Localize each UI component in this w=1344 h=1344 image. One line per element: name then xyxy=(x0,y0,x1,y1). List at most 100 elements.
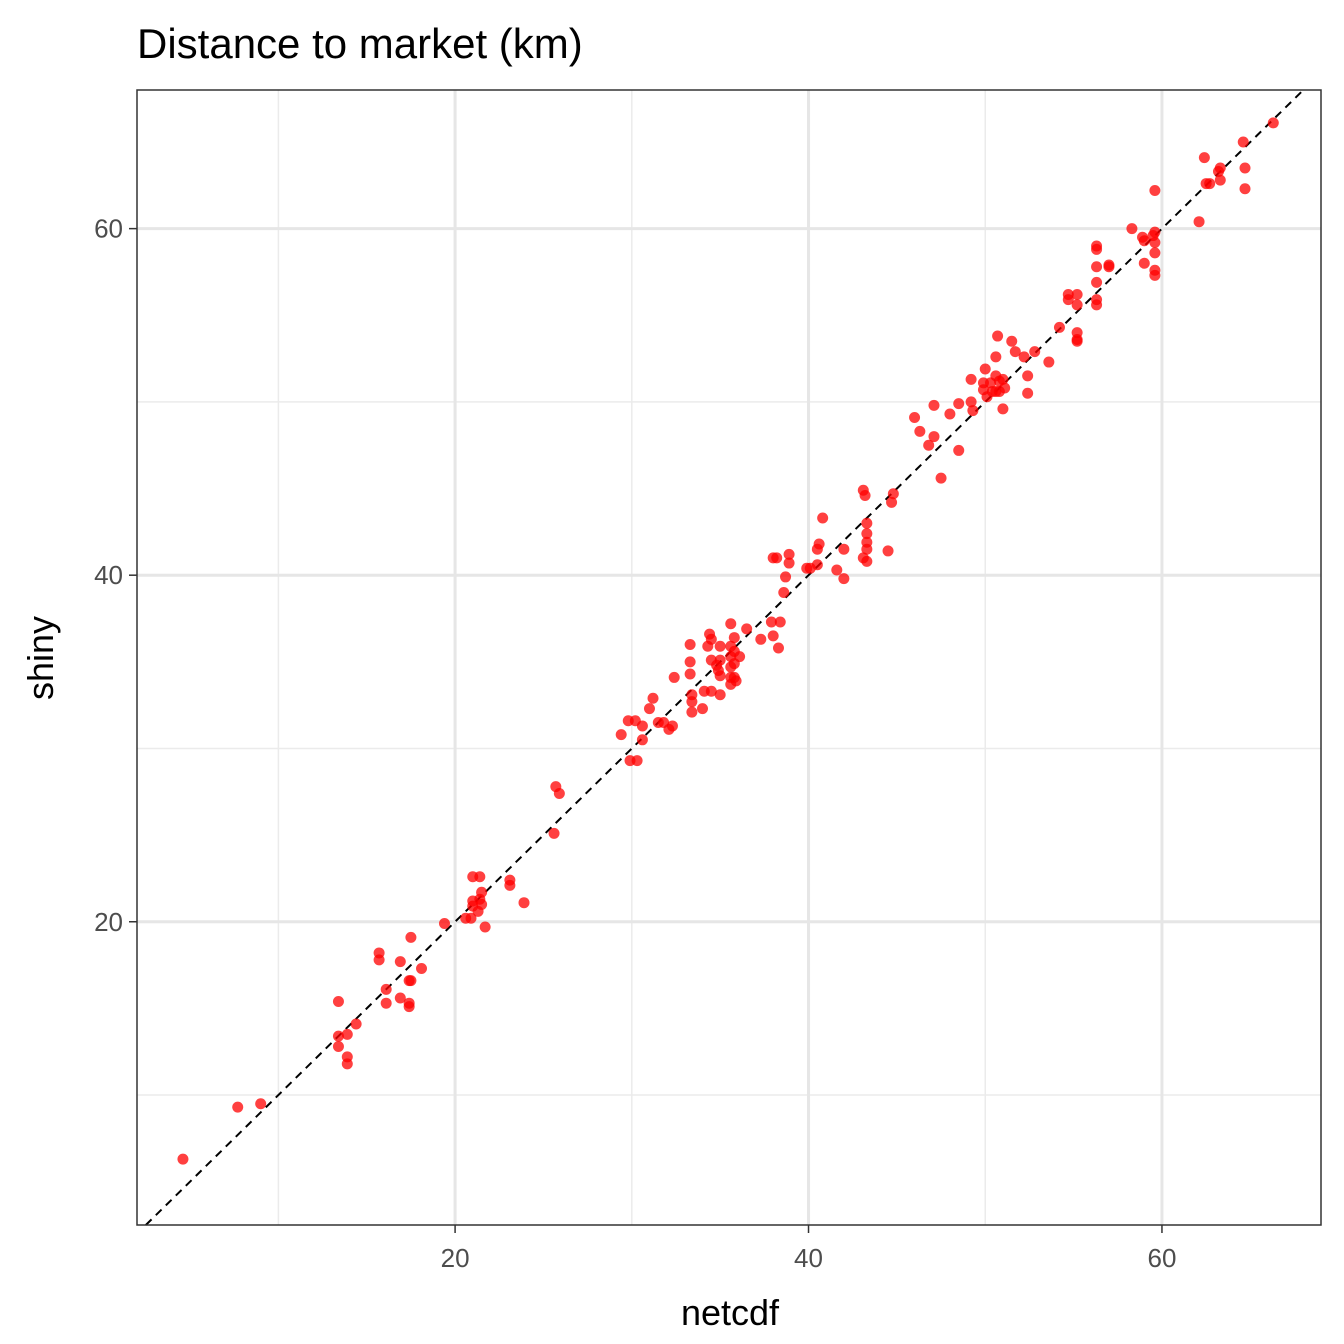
data-point xyxy=(474,871,486,883)
data-point xyxy=(1006,335,1018,347)
data-point xyxy=(1138,257,1150,269)
data-point xyxy=(465,912,477,924)
data-point xyxy=(999,382,1011,394)
data-point xyxy=(403,997,415,1009)
data-point xyxy=(811,559,823,571)
data-point xyxy=(767,630,779,642)
data-point xyxy=(861,555,873,567)
data-point xyxy=(730,675,742,687)
data-point xyxy=(1043,356,1055,368)
data-point xyxy=(1029,346,1041,358)
data-point xyxy=(476,898,488,910)
data-point xyxy=(666,720,678,732)
data-point xyxy=(928,431,940,443)
data-point xyxy=(615,729,627,741)
y-tick-label: 20 xyxy=(94,907,123,937)
data-point xyxy=(990,351,1002,363)
data-point xyxy=(553,788,565,800)
data-point xyxy=(705,633,717,645)
data-point xyxy=(1018,351,1030,363)
data-point xyxy=(861,528,873,540)
data-point xyxy=(944,408,956,420)
data-point xyxy=(1237,136,1249,148)
data-point xyxy=(1126,223,1138,235)
data-point xyxy=(631,755,643,767)
data-point xyxy=(725,618,737,630)
data-point xyxy=(979,363,991,375)
data-point xyxy=(992,330,1004,342)
data-point xyxy=(813,538,825,550)
data-point xyxy=(232,1101,244,1113)
data-point xyxy=(476,886,488,898)
data-point xyxy=(1149,185,1161,197)
data-point xyxy=(861,543,873,555)
data-point xyxy=(734,651,746,663)
data-points xyxy=(177,117,1279,1165)
data-point xyxy=(771,552,783,564)
grid xyxy=(137,90,1321,1225)
data-point xyxy=(1091,261,1103,273)
data-point xyxy=(886,496,898,508)
data-point xyxy=(838,543,850,555)
data-point xyxy=(887,488,899,500)
data-point xyxy=(341,1058,353,1070)
plot-panel-border xyxy=(136,89,1322,1226)
data-point xyxy=(838,573,850,585)
data-point xyxy=(965,396,977,408)
data-point xyxy=(380,997,392,1009)
data-point xyxy=(997,403,1009,415)
data-point xyxy=(380,983,392,995)
data-point xyxy=(714,689,726,701)
data-point xyxy=(548,827,560,839)
data-point xyxy=(1239,162,1251,174)
data-point xyxy=(967,405,979,417)
data-point xyxy=(255,1098,267,1110)
data-point xyxy=(1138,235,1150,247)
data-point xyxy=(774,616,786,628)
data-point xyxy=(686,696,698,708)
data-point xyxy=(1149,269,1161,281)
data-point xyxy=(714,640,726,652)
data-point xyxy=(935,472,947,484)
data-point xyxy=(1053,321,1065,333)
data-point xyxy=(831,564,843,576)
data-point xyxy=(1214,174,1226,186)
data-point xyxy=(394,956,406,968)
data-point xyxy=(405,975,417,987)
data-point xyxy=(647,692,659,704)
data-point xyxy=(684,656,696,668)
data-point xyxy=(953,398,965,410)
y-tick-label: 60 xyxy=(94,214,123,244)
data-point xyxy=(714,654,726,666)
data-point xyxy=(1214,162,1226,174)
data-point xyxy=(1071,299,1083,311)
data-point xyxy=(928,399,940,411)
data-point xyxy=(859,489,871,501)
data-point xyxy=(1071,335,1083,347)
data-point xyxy=(1193,216,1205,228)
data-point xyxy=(705,685,717,697)
data-point xyxy=(861,517,873,529)
data-point xyxy=(914,425,926,437)
data-point xyxy=(965,373,977,385)
data-point xyxy=(772,642,784,654)
data-point xyxy=(1071,288,1083,300)
data-point xyxy=(882,545,894,557)
data-point xyxy=(783,557,795,569)
data-point xyxy=(373,954,385,966)
data-point xyxy=(817,512,829,524)
data-point xyxy=(1204,178,1216,190)
data-point xyxy=(696,703,708,715)
data-point xyxy=(686,706,698,718)
data-point xyxy=(479,921,491,933)
data-point xyxy=(405,931,417,943)
data-point xyxy=(177,1153,189,1165)
data-point xyxy=(780,571,792,583)
data-point xyxy=(1022,387,1034,399)
data-point xyxy=(1149,226,1161,238)
data-point xyxy=(1239,183,1251,195)
data-point xyxy=(643,703,655,715)
data-point xyxy=(1022,370,1034,382)
data-point xyxy=(1091,299,1103,311)
